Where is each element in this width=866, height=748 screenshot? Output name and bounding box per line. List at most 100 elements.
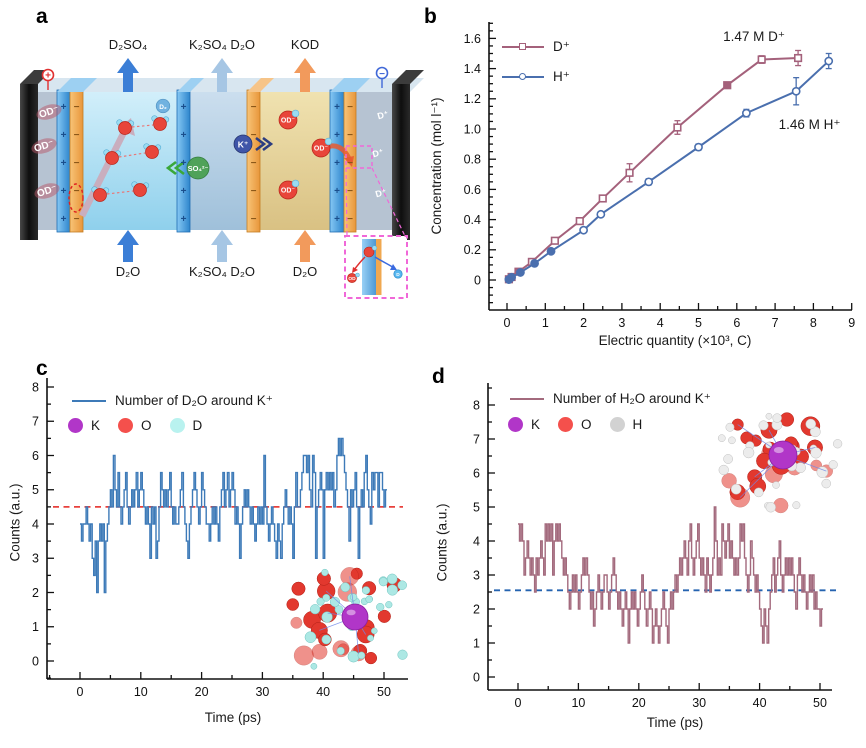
tick-labels: 0 1 2 3 4 5 6 7 8 9 0 0.2 0.4 0.6 0.8 1.0 1.2 1.4 1.6: [464, 32, 856, 330]
potassium-ion: K⁺: [233, 134, 274, 154]
top-arrow-k2so4: [211, 58, 233, 92]
d-atom-legend: K O H: [508, 417, 660, 432]
circle-marker-icon: [519, 73, 526, 80]
svg-text:−: −: [74, 130, 80, 141]
svg-text:7: 7: [473, 432, 480, 446]
step-series: [80, 437, 387, 594]
h-atom-icon: [609, 417, 625, 432]
svg-text:−: −: [251, 102, 257, 113]
svg-text:1.4: 1.4: [464, 62, 481, 76]
axes: [488, 22, 853, 311]
svg-text:6: 6: [32, 449, 39, 463]
svg-text:+: +: [61, 214, 67, 225]
svg-text:−: −: [251, 158, 257, 169]
svg-text:+: +: [61, 102, 67, 113]
svg-text:2: 2: [473, 602, 480, 616]
svg-text:0: 0: [515, 696, 522, 710]
svg-text:8: 8: [810, 316, 817, 330]
svg-text:1: 1: [32, 620, 39, 634]
svg-text:0: 0: [504, 316, 511, 330]
svg-text:−: −: [251, 130, 257, 141]
panel-d-canvas: 0 10 20 30 40 50 0 1 2 3 4 5 6 7 8: [473, 383, 843, 710]
d-legend-swatch: [510, 392, 544, 406]
k-atom-icon: [508, 417, 523, 432]
svg-text:50: 50: [813, 696, 827, 710]
svg-text:10: 10: [571, 696, 585, 710]
b-y-axis-title: Concentration (mol l⁻¹): [429, 97, 444, 235]
svg-text:+: +: [181, 186, 187, 197]
d-y-axis-title: Counts (a.u.): [434, 503, 450, 582]
svg-text:6: 6: [733, 316, 740, 330]
svg-text:20: 20: [632, 696, 646, 710]
svg-text:+: +: [61, 186, 67, 197]
k-ion-sphere: [768, 440, 798, 470]
c-y-axis-title: Counts (a.u.): [7, 483, 23, 562]
svg-text:0: 0: [32, 654, 39, 668]
svg-text:+: +: [181, 130, 187, 141]
b-legend-row-h: H⁺: [502, 69, 570, 85]
svg-text:1.6: 1.6: [464, 32, 481, 46]
d-atom-k: K: [508, 417, 540, 432]
c-atom-legend: K O D: [68, 418, 220, 433]
inset-d-label: D: [396, 272, 400, 278]
svg-text:3: 3: [618, 316, 625, 330]
svg-text:D₂: D₂: [159, 104, 167, 111]
panel-a-generated-decor: +++++++++++++++−−−−−−−−−−−−−−−OD⁻OD⁻OD⁻: [61, 102, 354, 225]
svg-text:5: 5: [695, 316, 702, 330]
panel-b-chart: 0 1 2 3 4 5 6 7 8 9 0 0.2 0.4 0.6 0.8 1.0 1.2 1.4 1.6 Conc…: [420, 0, 866, 355]
svg-text:+: +: [334, 102, 340, 113]
hydroxide-ions-left: OD⁻ OD⁻ OD⁻: [31, 104, 62, 200]
d-legend-label: Number of H₂O around K⁺: [553, 391, 711, 406]
zoom-region-rect: [345, 145, 373, 169]
compartment-catholyte: [356, 92, 392, 230]
bottom-flow-label-2: K₂SO₄ D₂O: [189, 264, 255, 279]
annotation-h-concentration: 1.46 M H⁺: [778, 116, 841, 132]
svg-text:−: −: [74, 214, 80, 225]
svg-text:OD⁻: OD⁻: [314, 146, 329, 153]
top-arrow-d2so4: [117, 58, 139, 92]
k-atom-icon: [68, 418, 83, 433]
d2-gas-bubble: D₂: [155, 98, 171, 114]
sulfate-ion: SO₄²⁻: [165, 156, 210, 180]
right-electrode: [392, 84, 410, 240]
svg-text:+: +: [61, 130, 67, 141]
o-atom-icon: [118, 418, 134, 433]
tick-labels: 0 10 20 30 40 50 0 1 2 3 4 5 6 7 8: [473, 398, 827, 710]
positive-terminal: +: [41, 68, 55, 90]
svg-text:0.8: 0.8: [464, 153, 481, 167]
svg-text:30: 30: [692, 696, 706, 710]
bottom-flow-label-1: D₂O: [116, 264, 141, 279]
top-flow-label-2: K₂SO₄ D₂O: [189, 37, 255, 52]
b-legend-label-d: D⁺: [553, 39, 570, 54]
axes: [46, 378, 408, 680]
b-legend-label-h: H⁺: [553, 69, 570, 84]
svg-text:40: 40: [316, 685, 330, 699]
k-ion-sphere: [341, 603, 369, 631]
d-legend-row: Number of H₂O around K⁺: [510, 391, 711, 407]
svg-text:0.6: 0.6: [464, 183, 481, 197]
svg-text:1.2: 1.2: [464, 92, 481, 106]
inset-od-label: OD: [348, 276, 356, 282]
c-atom-k: K: [68, 418, 100, 433]
svg-text:10: 10: [134, 685, 148, 699]
top-flow-label-1: D₂SO₄: [109, 37, 148, 52]
svg-text:−: −: [251, 214, 257, 225]
zoom-connector-left: [345, 167, 348, 237]
d-atom-h: H: [609, 417, 642, 432]
svg-text:2: 2: [32, 586, 39, 600]
svg-text:+: +: [334, 214, 340, 225]
c-legend-swatch: [72, 394, 106, 408]
svg-text:+: +: [334, 130, 340, 141]
left-electrode: [20, 84, 38, 240]
svg-text:OD⁻: OD⁻: [281, 118, 296, 125]
svg-text:D⁺: D⁺: [374, 187, 388, 200]
top-flow-label-3: KOD: [291, 37, 319, 52]
bottom-arrow-d2o-left: [117, 230, 139, 262]
svg-text:3: 3: [32, 552, 39, 566]
bottom-arrow-d2o-right: [294, 230, 316, 262]
series-H⁺: [504, 52, 834, 284]
svg-text:+: +: [334, 158, 340, 169]
svg-text:+: +: [181, 214, 187, 225]
d-x-axis-title: Time (ps): [646, 715, 704, 730]
